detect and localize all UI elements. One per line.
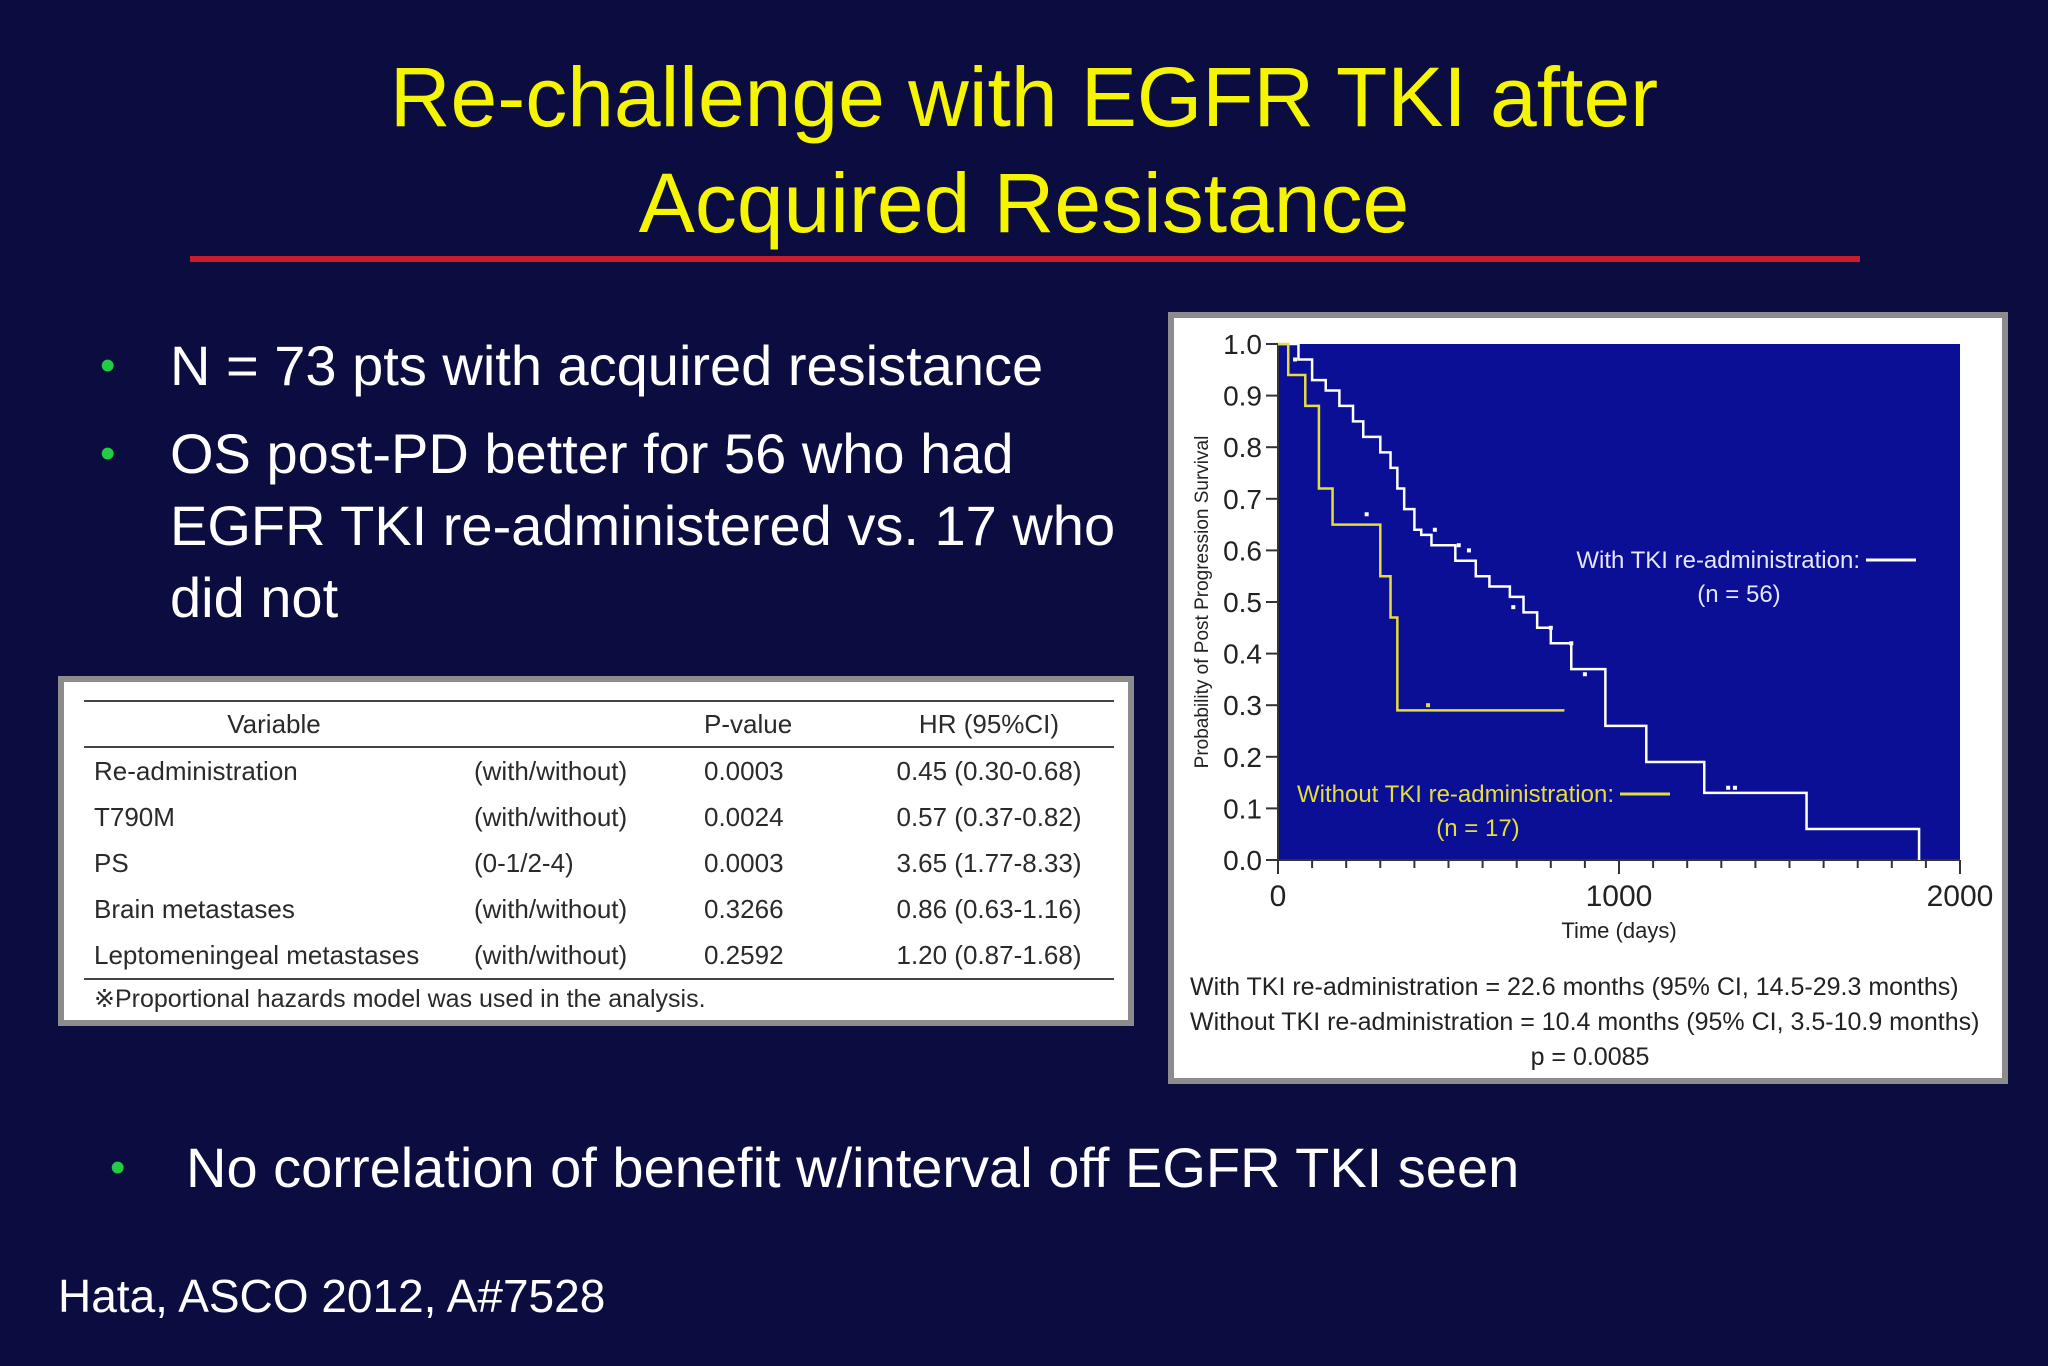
cell-hr: 1.20 (0.87-1.68) — [864, 932, 1114, 980]
cell-variable: PS — [94, 847, 129, 878]
legend-without-tki-n: (n = 17) — [1436, 815, 1519, 842]
censor-mark — [1456, 543, 1461, 548]
censor-mark — [1432, 527, 1437, 532]
table-row: Re-administration (with/without) 0.0003 … — [84, 747, 1114, 794]
y-tick-label: 0.1 — [1223, 793, 1262, 824]
table-row: PS (0-1/2-4) 0.0003 3.65 (1.77-8.33) — [84, 840, 1114, 886]
table-header-row: Variable P-value HR (95%CI) — [84, 700, 1114, 748]
legend-with-tki-n: (n = 56) — [1697, 581, 1780, 608]
citation: Hata, ASCO 2012, A#7528 — [58, 1270, 606, 1322]
note-without-tki: Without TKI re-administration = 10.4 mon… — [1190, 1008, 1980, 1036]
bullet-item: • OS post-PD better for 56 who had EGFR … — [100, 418, 1140, 634]
y-axis-label: Probability of Post Progression Survival — [1192, 436, 1213, 769]
header-variable: Variable — [84, 700, 464, 748]
bullet-list: • N = 73 pts with acquired resistance • … — [100, 330, 1140, 650]
bullet-dot: • — [100, 341, 116, 390]
cell-p-value: 0.0024 — [704, 801, 784, 832]
header-hr: HR (95%CI) — [864, 700, 1114, 748]
y-tick-label: 0.7 — [1223, 484, 1262, 515]
title-line-2: Acquired Resistance — [638, 156, 1410, 250]
censor-mark — [1582, 672, 1587, 677]
y-tick-label: 1.0 — [1223, 329, 1262, 360]
legend-without-tki-label: Without TKI re-administration: — [1297, 781, 1614, 808]
censor-mark — [1293, 357, 1298, 362]
cell-p-value: 0.0003 — [704, 755, 784, 786]
bottom-bullet-text: No correlation of benefit w/interval off… — [186, 1136, 1520, 1199]
cell-hr: 0.45 (0.30-0.68) — [896, 755, 1082, 786]
x-tick-label: 0 — [1270, 880, 1287, 913]
chart-svg: 0.0 0.1 0.2 0.3 0.4 0.5 0.6 0.7 0.8 0.9 1.0 0 1000 20… — [1192, 329, 1994, 943]
y-tick-label: 0.6 — [1223, 535, 1262, 566]
cell-variable: Brain metastases — [94, 893, 295, 924]
cell-variable: Re-administration — [94, 755, 298, 786]
censor-mark — [1426, 703, 1431, 708]
y-tick-label: 0.0 — [1223, 845, 1262, 876]
proportional-hazards-table: Variable P-value HR (95%CI) Re-administr… — [58, 676, 1134, 1026]
note-p-value: p = 0.0085 — [1530, 1043, 1650, 1071]
censor-mark — [1364, 512, 1369, 517]
censor-mark — [1732, 785, 1737, 790]
censor-mark — [1548, 625, 1553, 630]
bullet-text: N = 73 pts with acquired resistance — [170, 334, 1044, 397]
cell-variable: Leptomeningeal metastases — [84, 932, 464, 980]
bullet-dot: • — [100, 429, 116, 478]
series-line-without-tki — [1278, 342, 1565, 712]
legend-with-tki-label: With TKI re-administration: — [1576, 547, 1860, 574]
y-tick-label: 0.5 — [1223, 587, 1262, 618]
x-axis-label: Time (days) — [1561, 918, 1676, 943]
cell-p-value: 0.0003 — [704, 847, 784, 878]
series-line-with-tki — [1278, 342, 1921, 860]
y-tick-label: 0.9 — [1223, 381, 1262, 412]
cell-condition: (with/without) — [474, 801, 628, 832]
header-p-value: P-value — [694, 700, 864, 748]
kaplan-meier-chart: 0.0 0.1 0.2 0.3 0.4 0.5 0.6 0.7 0.8 0.9 1.0 0 1000 20… — [1168, 312, 2008, 1084]
censor-mark — [1726, 785, 1731, 790]
cell-condition: (with/without) — [474, 893, 628, 924]
title-line-1: Re-challenge with EGFR TKI after — [389, 50, 1659, 144]
title-underline — [190, 256, 1860, 262]
cell-p-value: 0.3266 — [704, 893, 784, 924]
chart-notes: With TKI re-administration = 22.6 months… — [1190, 970, 1990, 1075]
table-row: Brain metastases (with/without) 0.3266 0… — [84, 886, 1114, 932]
table-row: T790M (with/without) 0.0024 0.57 (0.37-0… — [84, 794, 1114, 840]
header-condition — [464, 700, 694, 748]
censor-mark — [1466, 548, 1471, 553]
censor-mark — [1569, 641, 1574, 646]
cell-p-value: 0.2592 — [694, 932, 864, 980]
y-tick-label: 0.4 — [1223, 639, 1262, 670]
y-tick-label: 0.2 — [1223, 742, 1262, 773]
cell-hr: 0.86 (0.63-1.16) — [896, 893, 1082, 924]
bullet-text: OS post-PD better for 56 who had EGFR TK… — [170, 422, 1116, 629]
cell-condition: (with/without) — [464, 932, 694, 980]
table-footnote: ※Proportional hazards model was used in … — [94, 985, 706, 1013]
table-row: Leptomeningeal metastases (with/without)… — [84, 932, 1114, 980]
x-tick-label: 1000 — [1586, 880, 1653, 913]
censor-mark — [1511, 605, 1516, 610]
bottom-bullet: • No correlation of benefit w/interval o… — [110, 1132, 1519, 1204]
y-tick-label: 0.8 — [1223, 432, 1262, 463]
bullet-dot: • — [110, 1143, 126, 1192]
cell-variable: T790M — [94, 801, 175, 832]
y-tick-label: 0.3 — [1223, 690, 1262, 721]
slide-title: Re-challenge with EGFR TKI after Acquire… — [0, 44, 2048, 256]
cell-hr: 0.57 (0.37-0.82) — [896, 801, 1082, 832]
cell-condition: (with/without) — [474, 755, 628, 786]
cell-hr: 3.65 (1.77-8.33) — [896, 847, 1082, 878]
x-tick-label: 2000 — [1927, 880, 1994, 913]
bullet-item: • N = 73 pts with acquired resistance — [100, 330, 1140, 402]
note-with-tki: With TKI re-administration = 22.6 months… — [1190, 973, 1959, 1001]
results-table: Variable P-value HR (95%CI) Re-administr… — [84, 700, 1114, 980]
cell-condition: (0-1/2-4) — [474, 847, 574, 878]
